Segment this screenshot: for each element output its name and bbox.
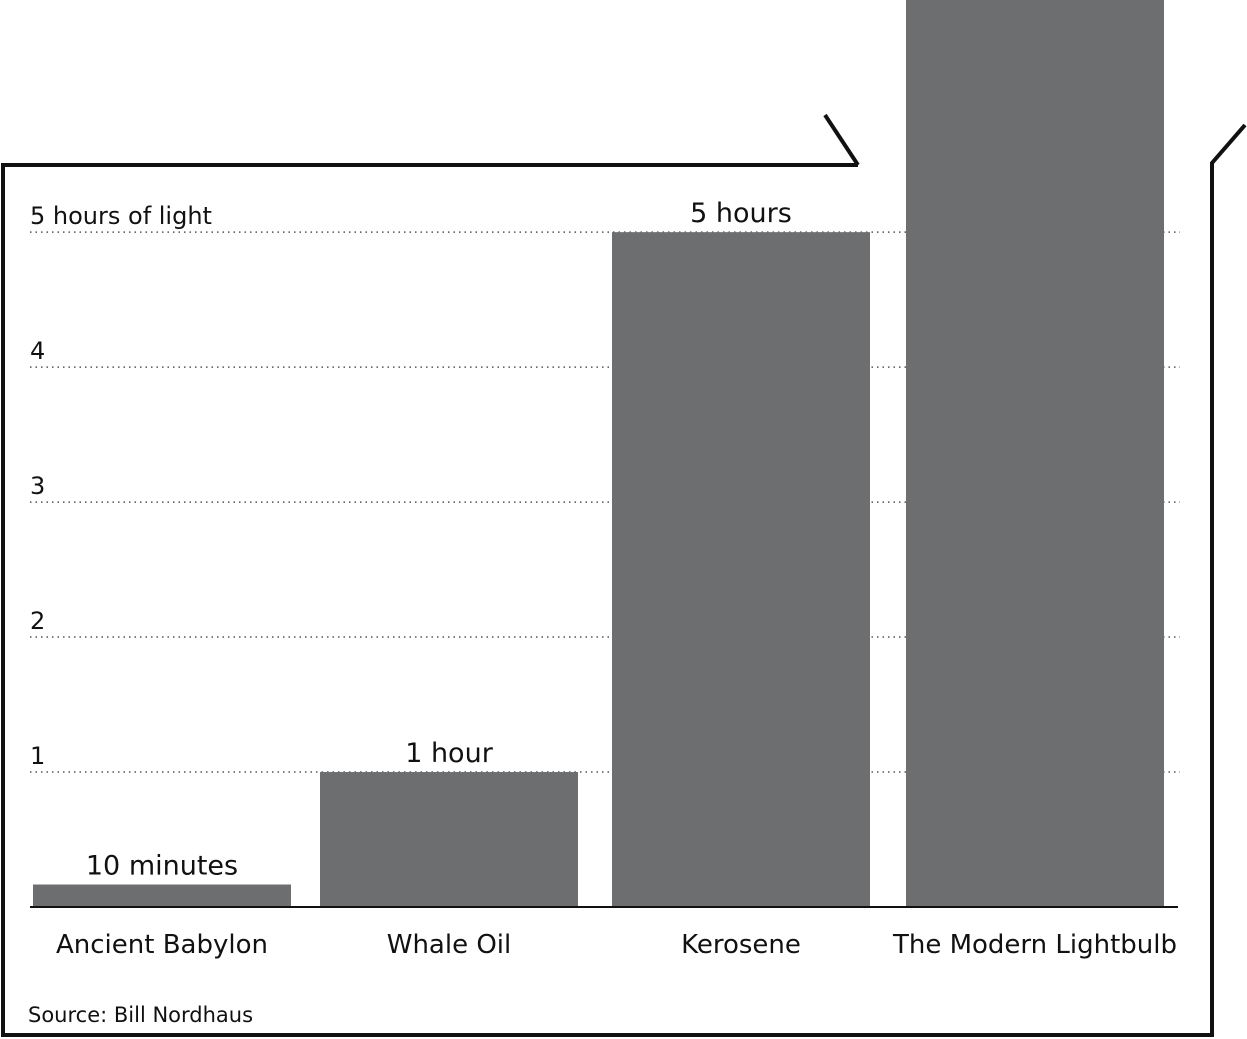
y-tick-label: 2 [30, 607, 45, 635]
value-label: 10 minutes [86, 851, 238, 882]
y-tick-label: 5 hours of light [30, 202, 212, 230]
bar [320, 772, 578, 907]
y-tick-label: 4 [30, 337, 45, 365]
x-tick-label: Whale Oil [387, 930, 512, 960]
y-tick-label: 1 [30, 742, 45, 770]
bar [906, 0, 1164, 907]
x-tick-label: The Modern Lightbulb [892, 930, 1177, 960]
x-tick-label: Kerosene [681, 930, 801, 960]
source: Source: Bill Nordhaus [28, 1003, 253, 1027]
bars [33, 0, 1164, 907]
bar [612, 232, 870, 907]
frame [1, 113, 1247, 1037]
x-tick-label: Ancient Babylon [56, 930, 268, 960]
value-label: 5 hours [690, 198, 792, 229]
bar [33, 884, 291, 907]
y-tick-label: 3 [30, 472, 45, 500]
value-label: 1 hour [405, 738, 494, 769]
